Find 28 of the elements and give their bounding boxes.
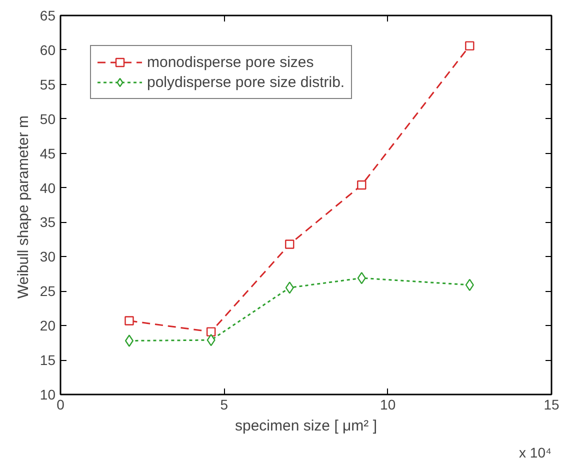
x-tick-label: 5 — [220, 396, 228, 412]
y-tick-label: 10 — [40, 386, 56, 402]
point — [465, 41, 474, 50]
x-axis-title: specimen size [ μm² ] — [234, 418, 378, 434]
point — [124, 334, 134, 347]
y-tick-label: 40 — [40, 180, 56, 196]
y-tick-label: 45 — [40, 145, 56, 162]
x-tick-label: 0 — [56, 396, 65, 412]
y-tick-label: 55 — [40, 76, 56, 92]
text: x 10⁴ — [519, 444, 552, 460]
x-tick-label: 10 — [380, 396, 396, 412]
point — [285, 240, 294, 249]
y-tick-label: 65 — [40, 8, 56, 24]
y-tick-label: 50 — [40, 110, 56, 127]
y-tick-label: 30 — [40, 248, 56, 265]
point — [285, 282, 294, 294]
x-tick-label: 15 — [544, 396, 560, 412]
y-tick-label: 15 — [40, 352, 56, 368]
legend-label: polydisperse pore size distrib. — [147, 74, 345, 90]
y-tick-label: 25 — [40, 283, 56, 300]
legend-label: monodisperse pore sizes — [147, 54, 314, 70]
y-tick-label: 35 — [40, 214, 56, 230]
y-tick-label: 60 — [40, 42, 56, 58]
y-axis-title: Weibull shape parameter m — [14, 116, 32, 299]
point — [124, 316, 134, 326]
point — [206, 327, 216, 336]
y-tick-label: 20 — [40, 318, 56, 334]
point — [357, 180, 366, 190]
